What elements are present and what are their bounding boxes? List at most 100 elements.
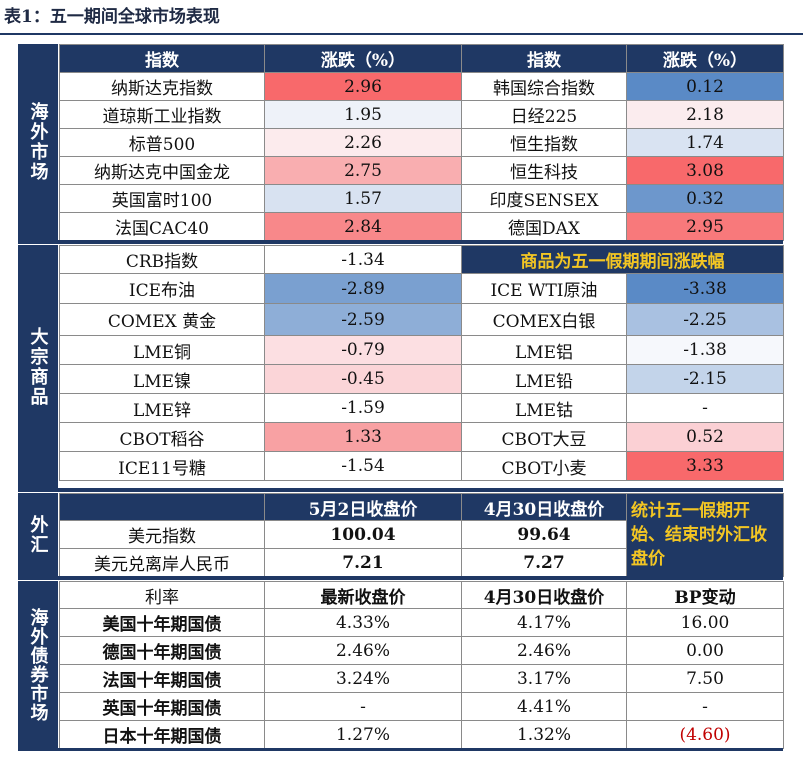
bond-bp-change: 0.00 xyxy=(626,636,784,665)
commodity-name: LME铝 xyxy=(461,335,627,365)
section-divider xyxy=(18,576,783,580)
header-change-2: 涨跌（%） xyxy=(626,44,784,73)
commodity-name: CBOT大豆 xyxy=(461,422,627,452)
table-row: LME镍 -0.45 LME铅 -2.15 xyxy=(59,364,784,394)
table-row: LME铜 -0.79 LME铝 -1.38 xyxy=(59,335,784,365)
bond-latest: 3.24% xyxy=(264,664,462,693)
fx-header-blank xyxy=(59,493,265,521)
index-change: 1.57 xyxy=(264,184,462,213)
bond-bp-change: - xyxy=(626,692,784,721)
bond-name: 法国十年期国债 xyxy=(59,664,265,693)
overseas-section: 海外市场 指数 涨跌（%） 指数 涨跌（%） 纳斯达克指数 2.96 韩国综合指… xyxy=(18,44,784,241)
header-change: 涨跌（%） xyxy=(264,44,462,73)
commodity-change: -3.38 xyxy=(626,273,784,304)
table-row: 英国十年期国债 - 4.41% - xyxy=(59,692,784,721)
bond-bp-change: (4.60) xyxy=(626,720,784,749)
commodity-change: -1.38 xyxy=(626,335,784,365)
fx-note: 统计五一假期开始、结束时外汇收盘价 xyxy=(626,493,784,577)
bond-latest: 1.27% xyxy=(264,720,462,749)
commodities-section: 大宗商品 CRB指数 -1.34 商品为五一假期期间涨跌幅 ICE布油 -2.8… xyxy=(18,245,784,488)
index-name: 纳斯达克指数 xyxy=(59,72,265,101)
index-name: 印度SENSEX xyxy=(461,184,627,213)
index-change: 2.26 xyxy=(264,128,462,157)
bond-bp-change: 16.00 xyxy=(626,608,784,637)
index-name: 纳斯达克中国金龙 xyxy=(59,156,265,185)
bond-name: 英国十年期国债 xyxy=(59,692,265,721)
commodity-change: -1.54 xyxy=(264,451,462,481)
bond-apr30: 3.17% xyxy=(461,664,627,693)
index-name: 日经225 xyxy=(461,100,627,129)
overseas-header-row: 指数 涨跌（%） 指数 涨跌（%） xyxy=(59,44,784,73)
index-change: 0.32 xyxy=(626,184,784,213)
index-name: 法国CAC40 xyxy=(59,212,265,241)
commodity-change: -2.59 xyxy=(264,303,462,336)
index-change: 0.12 xyxy=(626,72,784,101)
commodity-name: ICE11号糖 xyxy=(59,451,265,481)
fx-section: 外汇 5月2日收盘价 4月30日收盘价 统计五一假期开始、结束时外汇收盘价 美元… xyxy=(18,493,784,577)
fx-value: 99.64 xyxy=(461,520,627,549)
table-caption: 表1：五一期间全球市场表现 xyxy=(4,7,220,27)
section-divider xyxy=(18,488,783,492)
bond-apr30: 4.17% xyxy=(461,608,627,637)
header-index: 指数 xyxy=(59,44,265,73)
index-name: 英国富时100 xyxy=(59,184,265,213)
commodity-change: -1.59 xyxy=(264,393,462,423)
commodity-change: -1.34 xyxy=(264,245,462,274)
index-name: 标普500 xyxy=(59,128,265,157)
commodity-name: ICE WTI原油 xyxy=(461,273,627,304)
bond-name: 德国十年期国债 xyxy=(59,636,265,665)
table-row: ICE布油 -2.89 ICE WTI原油 -3.38 xyxy=(59,273,784,304)
fx-name: 美元兑离岸人民币 xyxy=(59,548,265,577)
index-name: 德国DAX xyxy=(461,212,627,241)
fx-value: 100.04 xyxy=(264,520,462,549)
fx-name: 美元指数 xyxy=(59,520,265,549)
overseas-table: 指数 涨跌（%） 指数 涨跌（%） 纳斯达克指数 2.96 韩国综合指数 0.1… xyxy=(59,44,784,241)
commodities-table: CRB指数 -1.34 商品为五一假期期间涨跌幅 ICE布油 -2.89 ICE… xyxy=(59,245,784,481)
commodity-name: ICE布油 xyxy=(59,273,265,304)
header-apr30-close: 4月30日收盘价 xyxy=(461,581,627,609)
header-bp-change: BP变动 xyxy=(626,581,784,609)
index-change: 3.08 xyxy=(626,156,784,185)
commodity-change: -0.45 xyxy=(264,364,462,394)
index-change: 2.75 xyxy=(264,156,462,185)
index-name: 韩国综合指数 xyxy=(461,72,627,101)
bonds-header-row: 利率 最新收盘价 4月30日收盘价 BP变动 xyxy=(59,581,784,609)
table-row: 纳斯达克指数 2.96 韩国综合指数 0.12 xyxy=(59,72,784,101)
fx-table: 5月2日收盘价 4月30日收盘价 统计五一假期开始、结束时外汇收盘价 美元指数 … xyxy=(59,493,784,577)
bond-name: 美国十年期国债 xyxy=(59,608,265,637)
table-row: CRB指数 -1.34 商品为五一假期期间涨跌幅 xyxy=(59,245,784,274)
fx-header-row: 5月2日收盘价 4月30日收盘价 统计五一假期开始、结束时外汇收盘价 xyxy=(59,493,784,577)
bond-apr30: 2.46% xyxy=(461,636,627,665)
bonds-table: 利率 最新收盘价 4月30日收盘价 BP变动 美国十年期国债 4.33% 4.1… xyxy=(59,581,784,749)
section-divider xyxy=(18,240,783,244)
table-row: 法国CAC40 2.84 德国DAX 2.95 xyxy=(59,212,784,241)
table-row: 美国十年期国债 4.33% 4.17% 16.00 xyxy=(59,608,784,637)
index-change: 2.96 xyxy=(264,72,462,101)
commodity-name: CBOT稻谷 xyxy=(59,422,265,452)
commodities-label: 大宗商品 xyxy=(18,245,58,488)
commodity-change: -2.15 xyxy=(626,364,784,394)
table-row: 德国十年期国债 2.46% 2.46% 0.00 xyxy=(59,636,784,665)
header-index-2: 指数 xyxy=(461,44,627,73)
fx-value: 7.27 xyxy=(461,548,627,577)
table-row: 英国富时100 1.57 印度SENSEX 0.32 xyxy=(59,184,784,213)
index-change: 1.95 xyxy=(264,100,462,129)
header-may2-close: 5月2日收盘价 xyxy=(264,493,462,521)
commodity-name: LME铅 xyxy=(461,364,627,394)
index-change: 2.95 xyxy=(626,212,784,241)
commodity-change: -2.89 xyxy=(264,273,462,304)
commodity-name: CRB指数 xyxy=(59,245,265,274)
table-row: 日本十年期国债 1.27% 1.32% (4.60) xyxy=(59,720,784,749)
commodity-change: - xyxy=(626,393,784,423)
table-row: 美元指数 100.04 99.64 xyxy=(59,520,784,549)
commodity-change: 0.52 xyxy=(626,422,784,452)
commodity-name: COMEX白银 xyxy=(461,303,627,336)
fx-label: 外汇 xyxy=(18,493,58,576)
caption-rule xyxy=(0,33,803,35)
index-change: 2.84 xyxy=(264,212,462,241)
commodity-name: LME铜 xyxy=(59,335,265,365)
bonds-label: 海外债券市场 xyxy=(18,581,58,748)
table-row: COMEX 黄金 -2.59 COMEX白银 -2.25 xyxy=(59,303,784,336)
section-divider xyxy=(18,748,783,751)
table-row: 标普500 2.26 恒生指数 1.74 xyxy=(59,128,784,157)
